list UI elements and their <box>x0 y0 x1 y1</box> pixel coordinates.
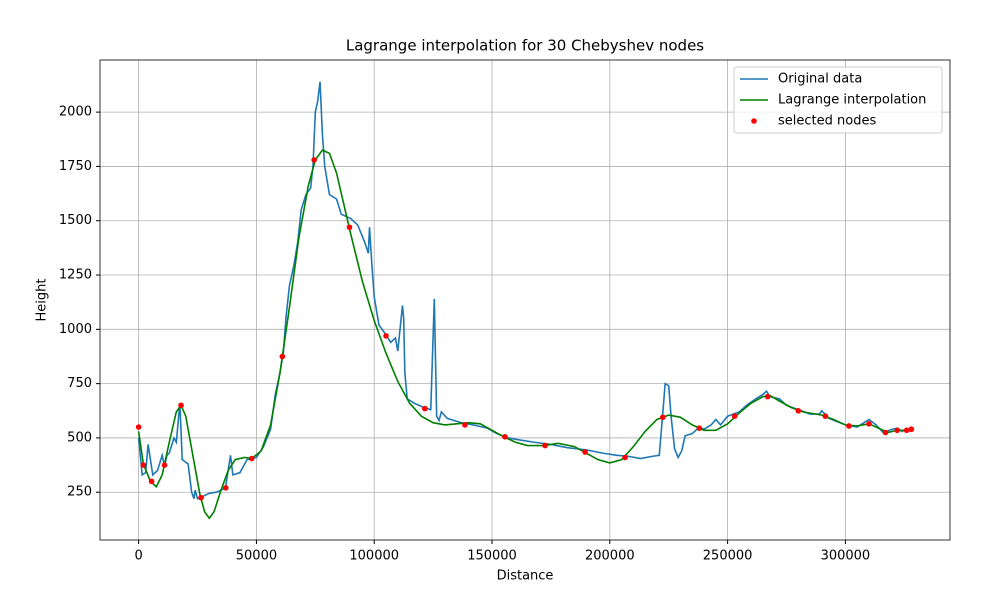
data-point <box>248 455 255 462</box>
y-tick-label: 2000 <box>59 105 92 120</box>
chart-title: Lagrange interpolation for 30 Chebyshev … <box>346 37 704 55</box>
data-point <box>161 462 168 468</box>
data-point <box>894 427 901 434</box>
x-tick-label: 100000 <box>349 549 399 564</box>
data-point <box>279 353 286 360</box>
y-tick-label: 1750 <box>59 159 92 174</box>
data-line <box>137 149 912 520</box>
data-point <box>311 157 317 163</box>
data-point <box>422 405 428 412</box>
data-point <box>346 224 353 231</box>
x-tick-label: 200000 <box>585 549 635 564</box>
data-point <box>135 424 142 430</box>
legend-box <box>733 66 943 134</box>
data-point <box>502 434 508 440</box>
x-tick-label: 250000 <box>703 549 753 564</box>
y-tick-label: 1500 <box>59 213 92 228</box>
x-tick-label: 300000 <box>821 549 871 564</box>
data-point <box>622 454 628 461</box>
data-point <box>822 413 829 419</box>
data-point <box>198 494 204 501</box>
data-point <box>178 402 184 409</box>
x-tick-label: 50000 <box>236 549 277 564</box>
data-point <box>731 413 738 419</box>
legend-marker <box>751 118 757 124</box>
data-point <box>582 449 588 455</box>
data-point <box>795 407 802 414</box>
x-axis-label: Distance <box>497 569 554 584</box>
data-point <box>908 426 915 433</box>
data-point <box>866 421 872 427</box>
data-point <box>696 425 703 431</box>
y-axis-label: Height <box>35 279 50 322</box>
data-point <box>903 427 910 434</box>
plot-frame <box>99 59 951 541</box>
x-tick-label: 0 <box>134 549 142 564</box>
y-tick-label: 250 <box>67 485 92 500</box>
x-tick-label: 150000 <box>467 549 517 564</box>
y-tick-label: 750 <box>67 376 92 391</box>
data-line <box>137 81 912 500</box>
data-point <box>140 462 147 468</box>
data-point <box>462 422 468 428</box>
data-point <box>223 485 229 491</box>
data-point <box>882 429 889 436</box>
data-point <box>764 393 771 400</box>
data-point <box>660 414 666 421</box>
legend-label: Lagrange interpolation <box>778 93 926 108</box>
data-point <box>383 333 389 339</box>
y-tick-label: 1250 <box>59 268 92 283</box>
data-point <box>542 442 548 449</box>
legend: Original data Lagrange interpolation selec… <box>733 66 943 134</box>
y-tick-label: 1000 <box>59 322 92 337</box>
data-point <box>846 423 852 429</box>
y-tick-label: 500 <box>67 430 92 445</box>
data-point <box>148 478 155 485</box>
legend-label: selected nodes <box>778 114 876 129</box>
legend-label: Original data <box>778 72 862 87</box>
